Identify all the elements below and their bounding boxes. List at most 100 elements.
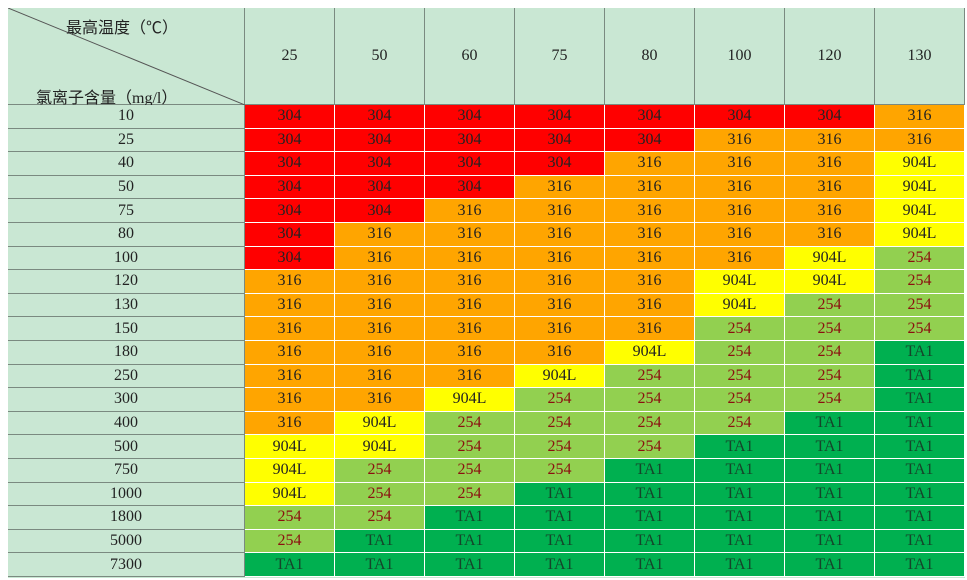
material-cell: 304: [335, 152, 425, 176]
row-header: 7300: [8, 553, 245, 577]
material-cell: TA1: [785, 435, 875, 459]
corner-top-label: 最高温度（℃）: [66, 20, 179, 37]
column-header: 75: [515, 8, 605, 105]
material-cell: 304: [425, 105, 515, 129]
material-cell: 316: [785, 152, 875, 176]
material-cell: TA1: [875, 364, 965, 389]
material-cell: 254: [605, 388, 695, 412]
material-cell: 904L: [785, 246, 875, 271]
material-cell: 316: [245, 341, 335, 365]
material-cell: 904L: [875, 199, 965, 223]
row-header: 80: [8, 223, 245, 247]
row-header: 750: [8, 459, 245, 483]
material-cell: 316: [425, 293, 515, 318]
material-cell: 254: [335, 506, 425, 530]
column-header: 100: [695, 8, 785, 105]
material-cell: 304: [245, 223, 335, 247]
material-cell: 316: [425, 341, 515, 365]
material-cell: TA1: [605, 529, 695, 554]
material-cell: 316: [605, 175, 695, 200]
material-cell: 316: [335, 270, 425, 294]
material-cell: 316: [605, 152, 695, 176]
corner-diagonal: [8, 8, 245, 105]
material-cell: TA1: [695, 435, 785, 459]
material-cell: TA1: [605, 553, 695, 577]
material-cell: 316: [245, 411, 335, 436]
material-cell: 904L: [515, 364, 605, 389]
material-cell: 254: [695, 411, 785, 436]
material-cell: 254: [695, 388, 785, 412]
material-cell: TA1: [335, 553, 425, 577]
material-cell: TA1: [515, 482, 605, 507]
material-cell: 904L: [335, 435, 425, 459]
material-cell: 316: [605, 293, 695, 318]
material-cell: 304: [425, 152, 515, 176]
material-cell: 254: [515, 459, 605, 483]
material-cell: 254: [875, 293, 965, 318]
material-cell: 254: [425, 482, 515, 507]
material-cell: TA1: [875, 435, 965, 459]
material-cell: 254: [515, 435, 605, 459]
material-cell: 316: [425, 246, 515, 271]
row-header: 50: [8, 175, 245, 200]
material-cell: TA1: [425, 553, 515, 577]
material-cell: 304: [695, 105, 785, 129]
row-header: 25: [8, 128, 245, 153]
material-cell: 316: [695, 152, 785, 176]
column-header: 25: [245, 8, 335, 105]
material-cell: 254: [785, 317, 875, 341]
material-cell: 904L: [245, 459, 335, 483]
material-cell: 316: [605, 199, 695, 223]
column-header: 80: [605, 8, 695, 105]
material-cell: 316: [605, 223, 695, 247]
row-header: 100: [8, 246, 245, 271]
material-cell: 316: [335, 317, 425, 341]
material-cell: TA1: [875, 388, 965, 412]
table: 最高温度（℃） 氯离子含量（mg/l） 25 50 60 75 80 100 120 130 1…: [8, 8, 965, 578]
material-cell: 316: [425, 317, 515, 341]
material-cell: 254: [785, 364, 875, 389]
material-cell: 904L: [425, 388, 515, 412]
row-header: 120: [8, 270, 245, 294]
row-header: 1800: [8, 506, 245, 530]
material-cell: 904L: [245, 435, 335, 459]
material-cell: 316: [425, 199, 515, 223]
row-header: 10: [8, 105, 245, 129]
material-cell: 316: [785, 199, 875, 223]
material-cell: 304: [605, 105, 695, 129]
material-cell: TA1: [785, 459, 875, 483]
material-cell: 304: [515, 105, 605, 129]
material-cell: 304: [335, 128, 425, 153]
material-cell: 316: [425, 270, 515, 294]
material-cell: 304: [245, 246, 335, 271]
material-cell: 316: [695, 175, 785, 200]
row-header: 5000: [8, 529, 245, 554]
material-cell: 254: [875, 270, 965, 294]
material-cell: TA1: [875, 341, 965, 365]
material-cell: TA1: [425, 506, 515, 530]
material-cell: 904L: [695, 270, 785, 294]
material-cell: TA1: [515, 553, 605, 577]
material-cell: 304: [245, 128, 335, 153]
material-cell: 304: [425, 175, 515, 200]
material-cell: 304: [245, 152, 335, 176]
material-cell: 304: [245, 105, 335, 129]
row-header: 75: [8, 199, 245, 223]
material-cell: 304: [335, 175, 425, 200]
material-cell: 904L: [785, 270, 875, 294]
material-cell: 304: [515, 152, 605, 176]
material-cell: 316: [245, 317, 335, 341]
material-cell: 316: [425, 223, 515, 247]
material-cell: TA1: [695, 482, 785, 507]
material-cell: TA1: [605, 506, 695, 530]
material-cell: 254: [785, 388, 875, 412]
material-cell: TA1: [515, 529, 605, 554]
material-cell: TA1: [785, 506, 875, 530]
material-cell: TA1: [425, 529, 515, 554]
material-cell: 304: [245, 175, 335, 200]
material-cell: 904L: [875, 152, 965, 176]
material-cell: 254: [425, 435, 515, 459]
material-cell: TA1: [875, 529, 965, 554]
material-cell: TA1: [695, 529, 785, 554]
